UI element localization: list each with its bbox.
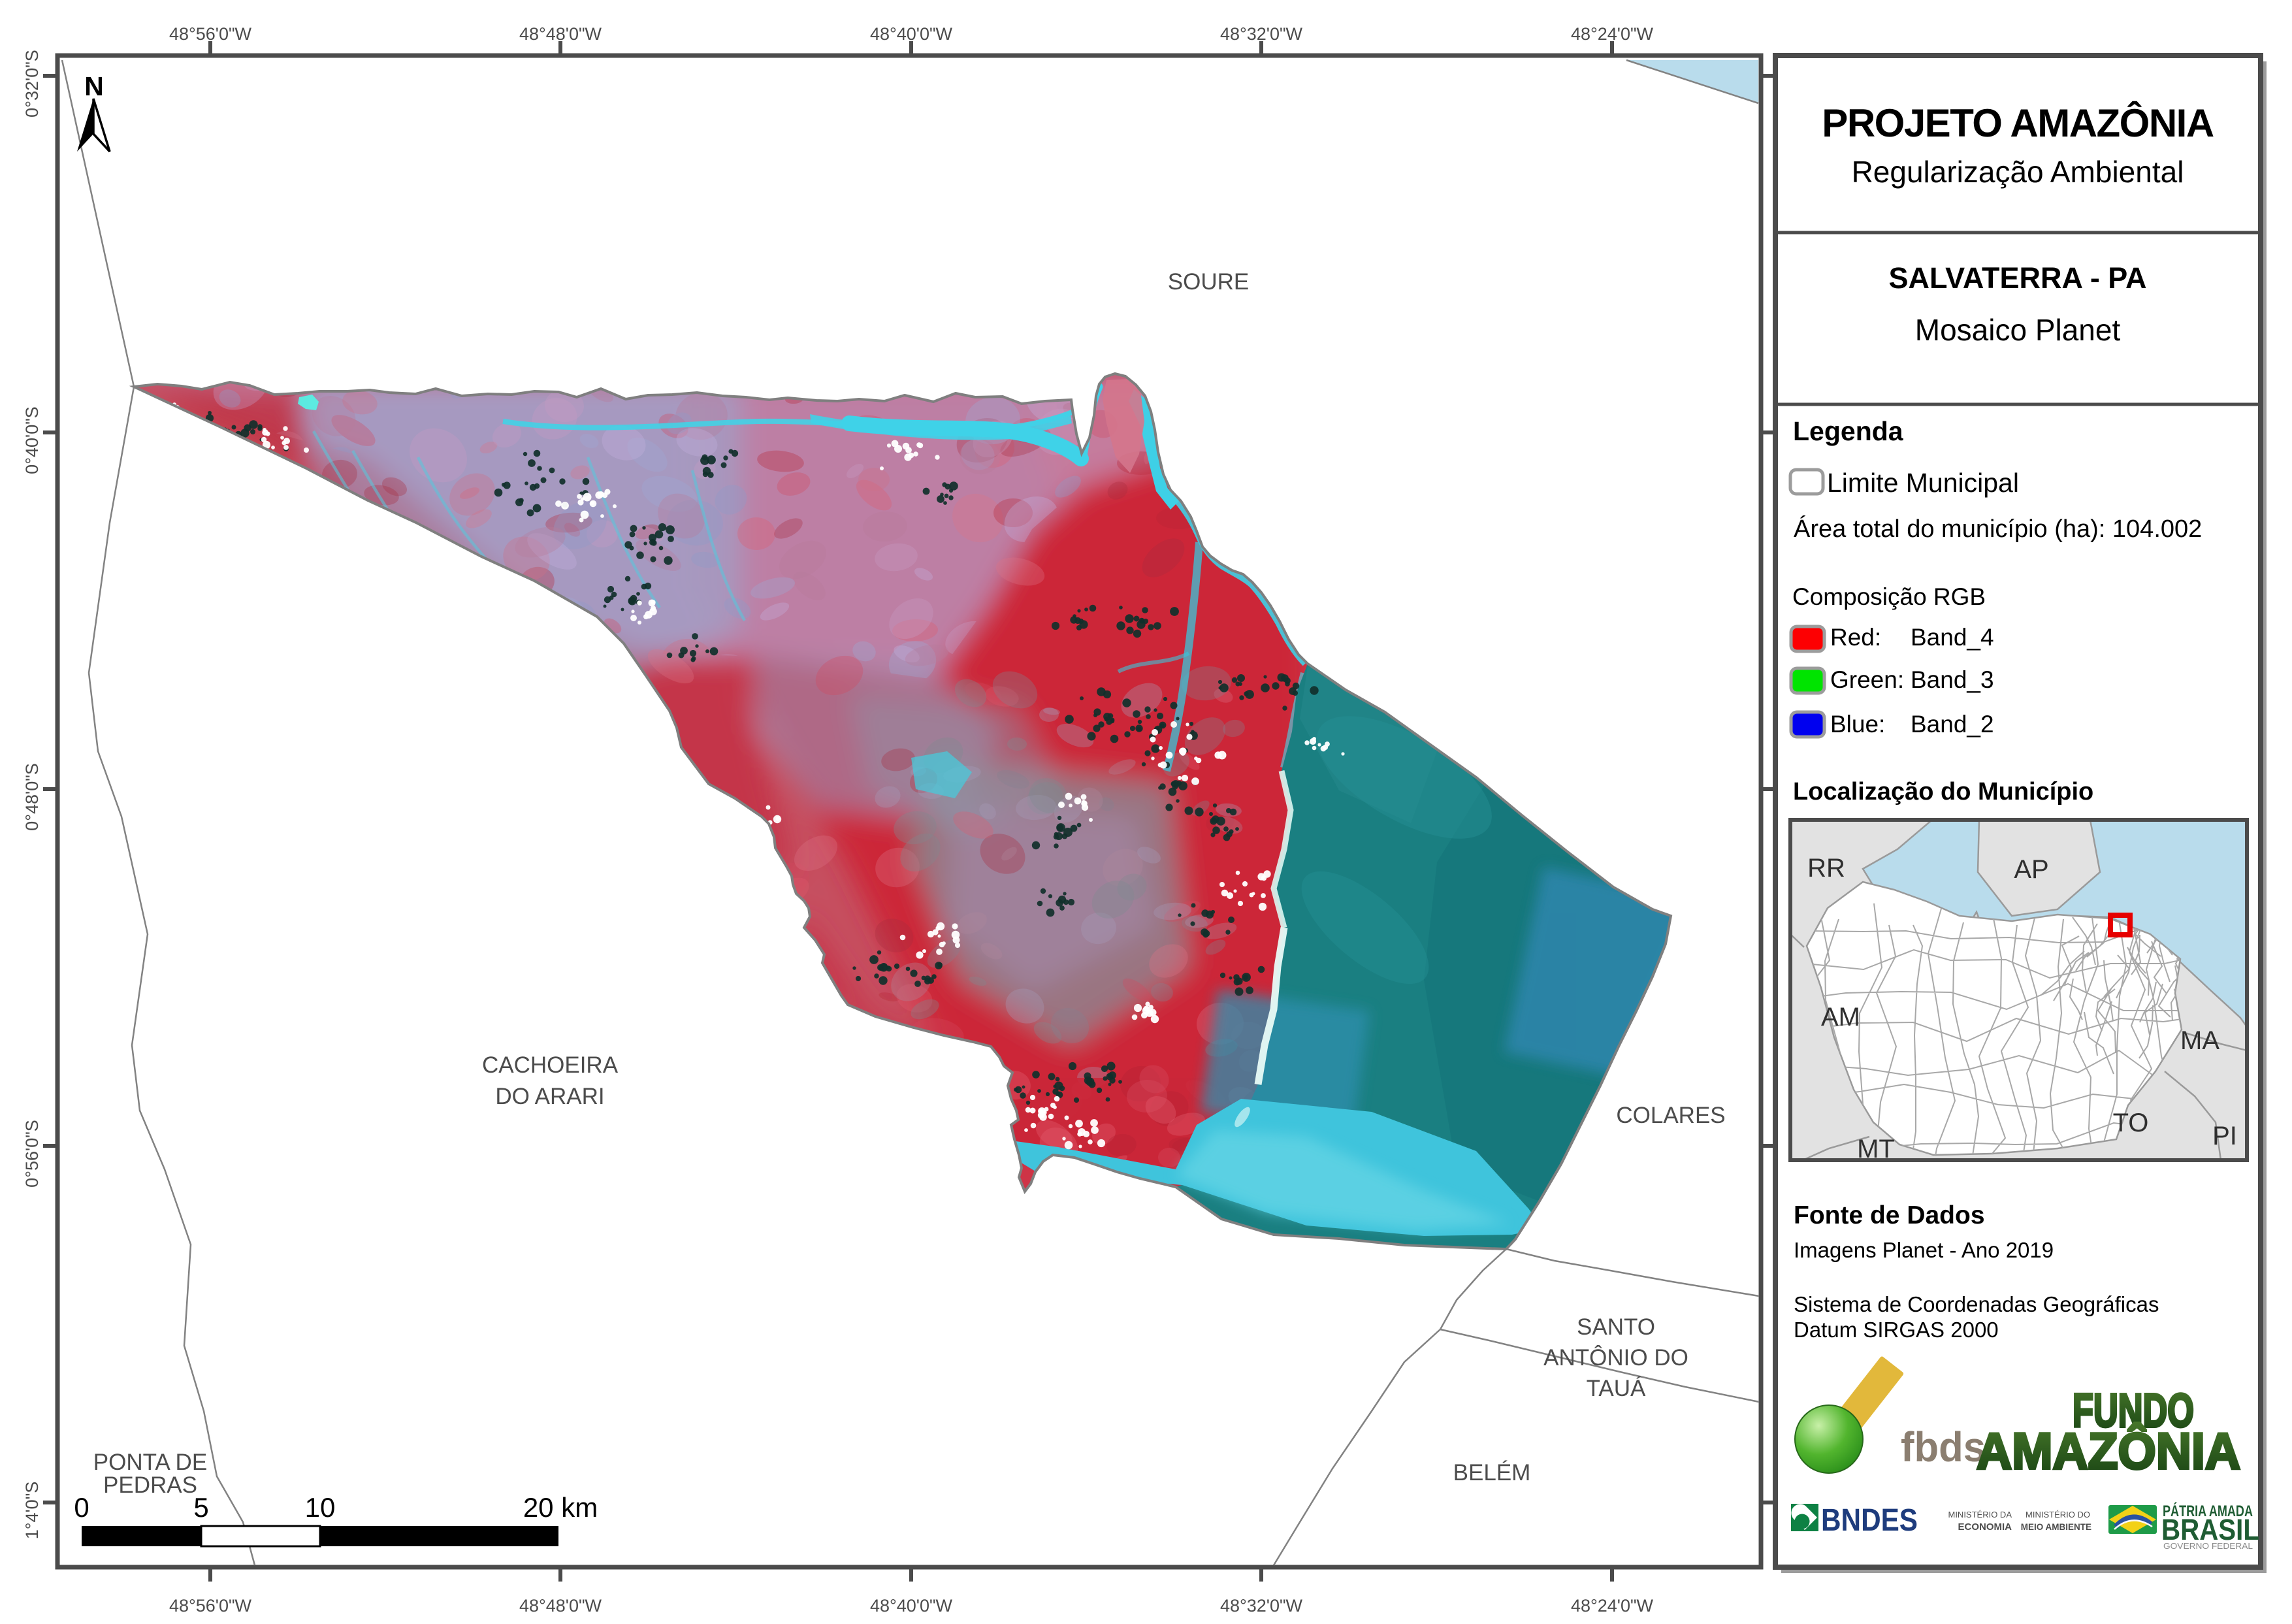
svg-text:1°4'0"S: 1°4'0"S (22, 1482, 42, 1540)
svg-text:DO ARARI: DO ARARI (495, 1084, 604, 1109)
svg-text:BRASIL: BRASIL (2161, 1513, 2259, 1546)
svg-text:Band_2: Band_2 (1911, 711, 1994, 738)
svg-text:GOVERNO FEDERAL: GOVERNO FEDERAL (2163, 1541, 2253, 1551)
svg-text:MT: MT (1857, 1135, 1895, 1163)
svg-text:0°48'0"S: 0°48'0"S (22, 763, 42, 831)
svg-text:48°40'0"W: 48°40'0"W (870, 24, 953, 44)
svg-text:48°48'0"W: 48°48'0"W (519, 1596, 602, 1616)
svg-text:RR: RR (1807, 854, 1845, 883)
svg-text:MA: MA (2180, 1026, 2219, 1055)
svg-text:PI: PI (2212, 1122, 2237, 1150)
svg-text:ECONOMIA: ECONOMIA (1958, 1521, 2012, 1533)
svg-text:MINISTÉRIO DO: MINISTÉRIO DO (2026, 1510, 2090, 1519)
svg-text:TO: TO (2113, 1109, 2149, 1137)
svg-text:PROJETO AMAZÔNIA: PROJETO AMAZÔNIA (1822, 101, 2214, 145)
svg-text:10: 10 (305, 1492, 336, 1523)
svg-text:SALVATERRA - PA: SALVATERRA - PA (1889, 261, 2147, 295)
svg-text:Green:: Green: (1830, 666, 1904, 693)
svg-text:5: 5 (193, 1492, 208, 1523)
svg-text:Composição RGB: Composição RGB (1792, 583, 1986, 610)
svg-text:TAUÁ: TAUÁ (1587, 1376, 1646, 1401)
svg-text:MEIO AMBIENTE: MEIO AMBIENTE (2021, 1522, 2091, 1532)
svg-text:Blue:: Blue: (1830, 711, 1885, 738)
svg-text:AP: AP (2014, 855, 2048, 884)
svg-text:48°40'0"W: 48°40'0"W (870, 1596, 953, 1616)
svg-text:Band_3: Band_3 (1911, 666, 1994, 693)
svg-text:BNDES: BNDES (1821, 1503, 1918, 1538)
svg-text:COLARES: COLARES (1616, 1103, 1725, 1128)
svg-text:48°32'0"W: 48°32'0"W (1220, 24, 1303, 44)
svg-text:0°32'0"S: 0°32'0"S (22, 50, 42, 118)
svg-text:Red:: Red: (1830, 624, 1881, 651)
svg-text:BELÉM: BELÉM (1453, 1460, 1531, 1486)
svg-text:Legenda: Legenda (1793, 416, 1904, 446)
svg-text:fbds: fbds (1901, 1423, 1986, 1470)
svg-text:0°40'0"S: 0°40'0"S (22, 406, 42, 474)
svg-text:ANTÔNIO DO: ANTÔNIO DO (1543, 1345, 1688, 1371)
svg-text:48°32'0"W: 48°32'0"W (1220, 1596, 1303, 1616)
svg-text:Sistema de Coordenadas Geográf: Sistema de Coordenadas Geográficas (1794, 1292, 2159, 1316)
svg-text:FUNDO: FUNDO (2073, 1385, 2194, 1437)
svg-text:48°56'0"W: 48°56'0"W (169, 1596, 252, 1616)
svg-text:Regularização Ambiental: Regularização Ambiental (1852, 155, 2184, 189)
svg-text:Localização do Município: Localização do Município (1793, 778, 2093, 805)
svg-text:Limite Municipal: Limite Municipal (1827, 468, 2019, 498)
svg-text:Área total do município (ha):: Área total do município (ha): 104.002 (1794, 515, 2202, 543)
svg-text:PÁTRIA AMADA: PÁTRIA AMADA (2163, 1502, 2253, 1520)
svg-text:Band_4: Band_4 (1911, 624, 1994, 651)
svg-text:N: N (84, 71, 104, 101)
svg-text:48°56'0"W: 48°56'0"W (169, 24, 252, 44)
svg-text:0: 0 (74, 1492, 89, 1523)
svg-text:20 km: 20 km (523, 1492, 598, 1523)
svg-text:Datum SIRGAS 2000: Datum SIRGAS 2000 (1794, 1318, 1999, 1342)
svg-text:Mosaico Planet: Mosaico Planet (1915, 313, 2121, 347)
svg-text:AM: AM (1821, 1003, 1860, 1031)
svg-text:AMAZÔNIA: AMAZÔNIA (1977, 1422, 2240, 1480)
svg-text:PEDRAS: PEDRAS (103, 1472, 197, 1498)
svg-text:SANTO: SANTO (1577, 1314, 1655, 1340)
svg-text:SOURE: SOURE (1168, 269, 1249, 295)
svg-text:48°48'0"W: 48°48'0"W (519, 24, 602, 44)
svg-text:PONTA DE: PONTA DE (93, 1450, 207, 1475)
svg-text:48°24'0"W: 48°24'0"W (1571, 1596, 1654, 1616)
svg-text:0°56'0"S: 0°56'0"S (22, 1120, 42, 1188)
svg-text:48°24'0"W: 48°24'0"W (1571, 24, 1654, 44)
svg-text:Imagens Planet - Ano 2019: Imagens Planet - Ano 2019 (1794, 1238, 2054, 1262)
svg-text:CACHOEIRA: CACHOEIRA (482, 1052, 619, 1078)
svg-text:Fonte de Dados: Fonte de Dados (1794, 1201, 1985, 1229)
svg-text:MINISTÉRIO DA: MINISTÉRIO DA (1948, 1510, 2012, 1519)
